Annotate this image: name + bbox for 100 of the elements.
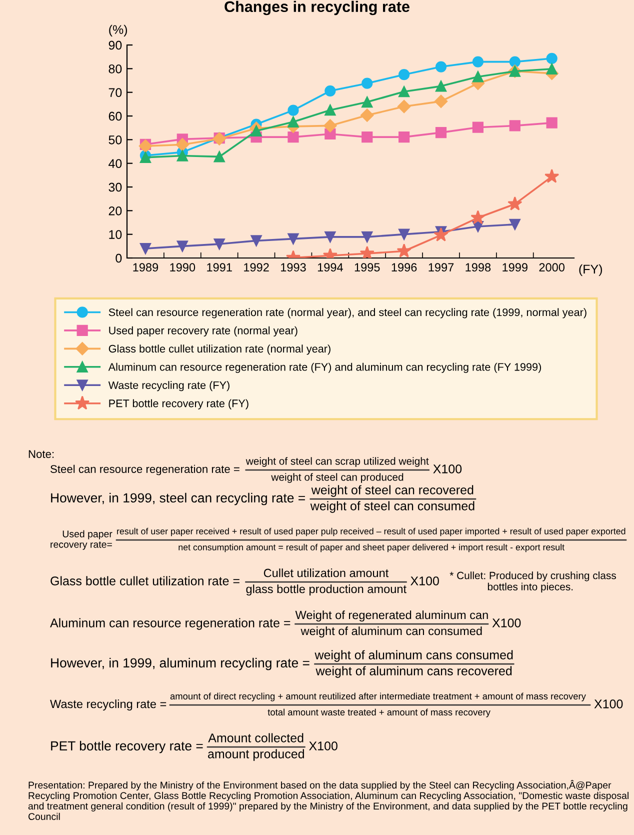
x-tick-label: 1995 xyxy=(354,263,380,272)
y-tick-label: 10 xyxy=(109,230,122,239)
legend-label: PET bottle recovery rate (FY) xyxy=(109,399,248,410)
text: * Cullet: Produced by crushing class bottles into pieces. xyxy=(450,572,616,592)
y-tick-label: 40 xyxy=(108,159,122,168)
x-tick-label: 1998 xyxy=(466,263,491,272)
point xyxy=(288,132,299,143)
y-axis-title: (%) xyxy=(109,24,128,36)
text: PET bottle recovery rate = xyxy=(51,740,203,754)
point xyxy=(509,120,520,132)
point xyxy=(509,56,520,68)
point xyxy=(398,69,410,80)
point xyxy=(324,104,336,116)
point xyxy=(214,238,225,250)
y-tick-label: 0 xyxy=(116,254,122,263)
chart-title: Changes in recycling rate xyxy=(224,0,410,16)
point xyxy=(435,61,447,72)
point xyxy=(214,151,225,162)
legend-label: Aluminum can resource regeneration rate (FY) and aluminum can recycling rate (FY 1999) xyxy=(108,362,541,373)
point xyxy=(398,86,410,98)
y-tick-label: 20 xyxy=(108,206,122,216)
x-tick-label: 1991 xyxy=(207,263,232,272)
text: weight of steel can scrap utilized weight xyxy=(246,457,429,467)
x-tick-label: 1993 xyxy=(281,263,306,272)
text: Used paper recovery rate= xyxy=(50,530,112,550)
text: X100 xyxy=(410,576,439,586)
text: weight of aluminum cans recovered xyxy=(316,666,512,678)
text: Cullet utilization amount xyxy=(264,568,389,578)
point xyxy=(435,80,447,92)
text: Amount collected xyxy=(208,733,304,742)
text: X100 xyxy=(309,742,338,750)
text: However, in 1999, aluminum recycling rate = xyxy=(51,658,310,670)
text: net consumption amount = result of paper and sheet paper delivered + import result - export result xyxy=(178,544,564,552)
point xyxy=(362,96,373,108)
text: result of user paper received + result of used paper pulp received – result of used paper imported + result of used paper exported xyxy=(117,528,626,536)
text: X100 xyxy=(594,700,623,708)
text: weight of aluminum can consumed xyxy=(300,626,482,638)
point xyxy=(472,56,484,68)
point xyxy=(324,231,336,242)
text: Steel can resource regeneration rate = xyxy=(50,464,240,476)
point xyxy=(250,235,262,246)
point xyxy=(435,127,447,138)
y-tick-label: 90 xyxy=(108,40,122,50)
point xyxy=(176,150,188,162)
legend-label: Used paper recovery rate (normal year) xyxy=(109,326,298,336)
point xyxy=(434,227,448,242)
text: However, in 1999, steel can recycling rate = xyxy=(51,492,305,506)
point xyxy=(470,210,486,224)
x-tick-label: 1994 xyxy=(318,263,343,272)
point xyxy=(138,139,152,153)
point xyxy=(472,122,484,133)
x-tick-label: 1990 xyxy=(170,263,196,272)
legend-label: Waste recycling rate (FY) xyxy=(108,381,230,392)
point xyxy=(362,78,373,89)
x-axis-title: (FY) xyxy=(579,264,602,276)
point xyxy=(324,85,336,96)
y-tick-label: 30 xyxy=(108,182,122,192)
text: Glass bottle cullet utilization rate = xyxy=(50,576,240,586)
point xyxy=(176,240,188,252)
point xyxy=(509,218,520,230)
text: weight of steel can recovered xyxy=(311,485,474,497)
point xyxy=(397,100,411,114)
text: X100 xyxy=(492,618,521,628)
point xyxy=(288,233,299,244)
point xyxy=(362,132,373,143)
text: Weight of regenerated aluminum can xyxy=(295,610,488,622)
x-tick-label: 2000 xyxy=(539,263,565,272)
legend-label: Steel can resource regeneration rate (normal year), and steel can recycling rate (1999, normal year) xyxy=(108,308,586,318)
point xyxy=(546,52,558,64)
x-tick-label: 1992 xyxy=(244,263,269,272)
point xyxy=(508,196,522,210)
text: Aluminum can resource regeneration rate = xyxy=(50,618,290,630)
text: weight of steel can consumed xyxy=(310,501,474,513)
x-tick-label: 1996 xyxy=(392,263,417,272)
legend-label: Glass bottle cullet utilization rate (normal year) xyxy=(108,344,330,355)
point xyxy=(398,228,410,240)
x-tick-label: 1999 xyxy=(502,263,528,272)
text: Presentation: Prepared by the Ministry of the Environment based on the data supplied by the Steel can Recycling Association,Â@Paper Recycling Promotion Center, Glass Bottle Recycling Promotion Association, Aluminum can Recycling Association, "Domestic waste disposal and treatment general condition (result of 1999)" prepared by the Ministry of the Environment, and data supplied by the PET bottle recycling Council xyxy=(28,780,628,820)
y-tick-label: 70 xyxy=(108,88,122,97)
point xyxy=(360,108,374,122)
text: X100 xyxy=(433,464,462,474)
y-tick-label: 50 xyxy=(108,135,122,144)
text: Waste recycling rate = xyxy=(50,699,166,711)
point xyxy=(324,119,337,132)
point xyxy=(398,132,410,143)
text: glass bottle production amount xyxy=(246,584,406,596)
y-tick-label: 80 xyxy=(108,64,122,74)
y-tick-label: 60 xyxy=(108,112,122,121)
text: weight of steel can produced xyxy=(271,473,404,483)
point xyxy=(176,138,189,152)
text: total amount waste treated + amount of mass recovery xyxy=(268,708,490,718)
point xyxy=(250,125,262,136)
text: Note: xyxy=(28,450,54,458)
x-tick-label: 1997 xyxy=(428,263,454,272)
text: amount produced xyxy=(208,749,304,761)
point xyxy=(546,63,558,74)
point xyxy=(288,104,299,116)
text: weight of aluminum cans consumed xyxy=(314,650,513,662)
point xyxy=(140,242,152,254)
point xyxy=(434,94,448,108)
